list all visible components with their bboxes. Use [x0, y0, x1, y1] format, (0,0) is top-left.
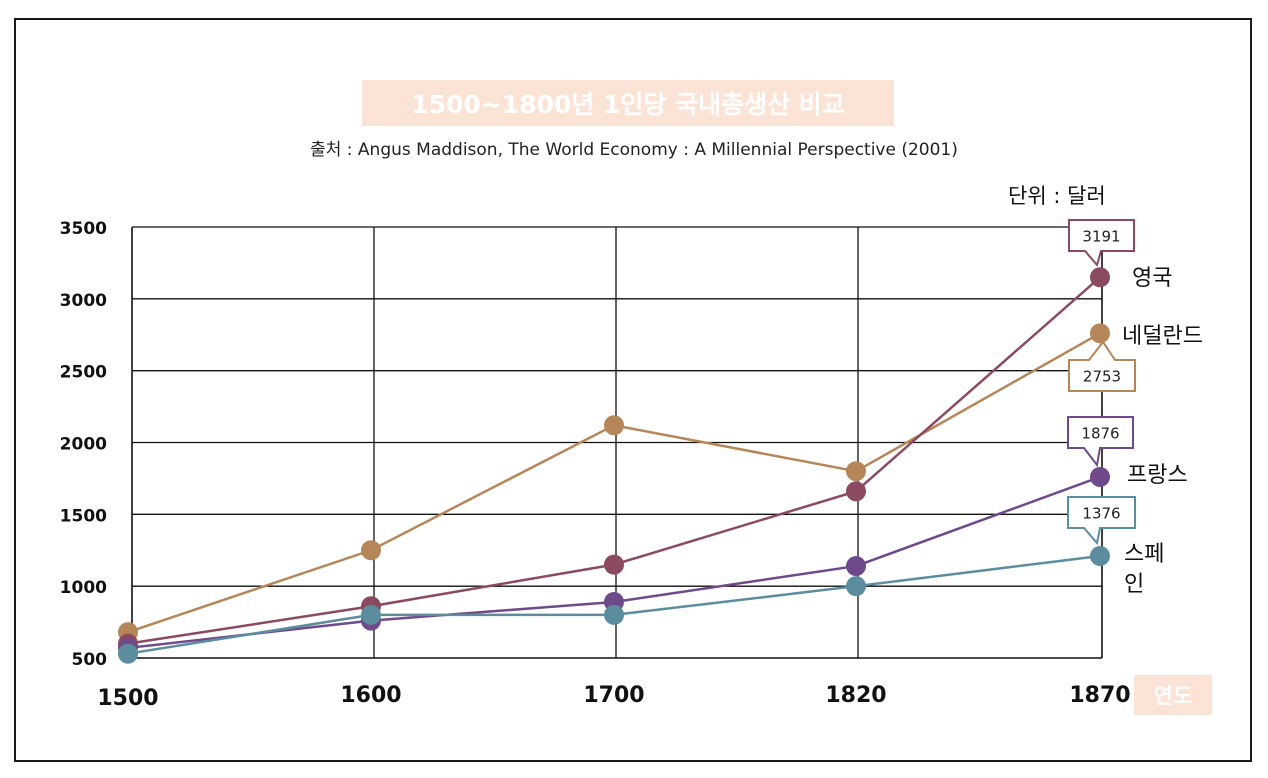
callout-value-2: 2753 — [1083, 368, 1121, 386]
data-point-3-1870 — [1090, 466, 1110, 487]
x-tick-label-1600: 1600 — [340, 683, 401, 708]
source-note: 출처 : Angus Maddison, The World Economy :… — [310, 140, 958, 160]
callout-value-4: 1376 — [1082, 505, 1120, 523]
y-tick-label-3500: 3500 — [60, 219, 107, 239]
unit-label: 단위 : 달러 — [1008, 184, 1106, 208]
x-tick-label-1820: 1820 — [825, 683, 886, 708]
title-box: 1500~1800년 1인당 국내총생산 비교 — [362, 80, 894, 126]
data-point-4-1500 — [118, 643, 138, 664]
series-line-1 — [127, 276, 1101, 645]
series-name-4-line-2: 인 — [1124, 572, 1144, 597]
data-point-1-1870 — [1090, 267, 1110, 288]
y-tick-label-3000: 3000 — [60, 291, 107, 311]
callout-value-1: 3191 — [1082, 228, 1120, 246]
chart-title: 1500~1800년 1인당 국내총생산 비교 — [411, 90, 845, 119]
callout-box-4 — [1067, 496, 1136, 546]
y-tick-label-1000: 1000 — [60, 578, 107, 598]
callout-value-3: 1876 — [1081, 425, 1119, 443]
data-point-1-1820 — [846, 481, 866, 502]
callout-box-1 — [1068, 219, 1135, 268]
y-tick-label-2000: 2000 — [60, 435, 107, 455]
callout-box-2 — [1068, 340, 1136, 392]
callout-box-3 — [1067, 416, 1134, 468]
y-tick-label-2500: 2500 — [60, 363, 107, 383]
series-name-2: 네덜란드 — [1122, 324, 1203, 349]
x-axis-title-box — [1134, 675, 1212, 715]
x-axis-title: 연도 — [1154, 684, 1193, 708]
data-point-4-1700 — [604, 604, 624, 625]
x-tick-label-1500: 1500 — [97, 686, 158, 711]
series-name-4-line-1: 스페 — [1124, 542, 1164, 567]
x-tick-label-1870: 1870 — [1069, 683, 1130, 708]
y-tick-label-1500: 1500 — [60, 506, 107, 526]
series-name-3: 프랑스 — [1127, 463, 1188, 488]
series-line-2 — [127, 332, 1101, 634]
y-tick-label-500: 500 — [72, 650, 108, 670]
x-tick-label-1700: 1700 — [583, 683, 644, 708]
data-point-4-1820 — [846, 576, 866, 597]
data-point-4-1870 — [1090, 545, 1110, 566]
data-point-2-1700 — [604, 415, 624, 436]
series-name-1: 영국 — [1132, 266, 1172, 291]
data-point-1-1700 — [604, 554, 624, 575]
data-point-2-1600 — [361, 540, 381, 561]
data-point-2-1870 — [1090, 323, 1110, 344]
data-point-3-1820 — [846, 556, 866, 577]
data-point-4-1600 — [361, 604, 381, 625]
data-point-2-1820 — [846, 461, 866, 482]
